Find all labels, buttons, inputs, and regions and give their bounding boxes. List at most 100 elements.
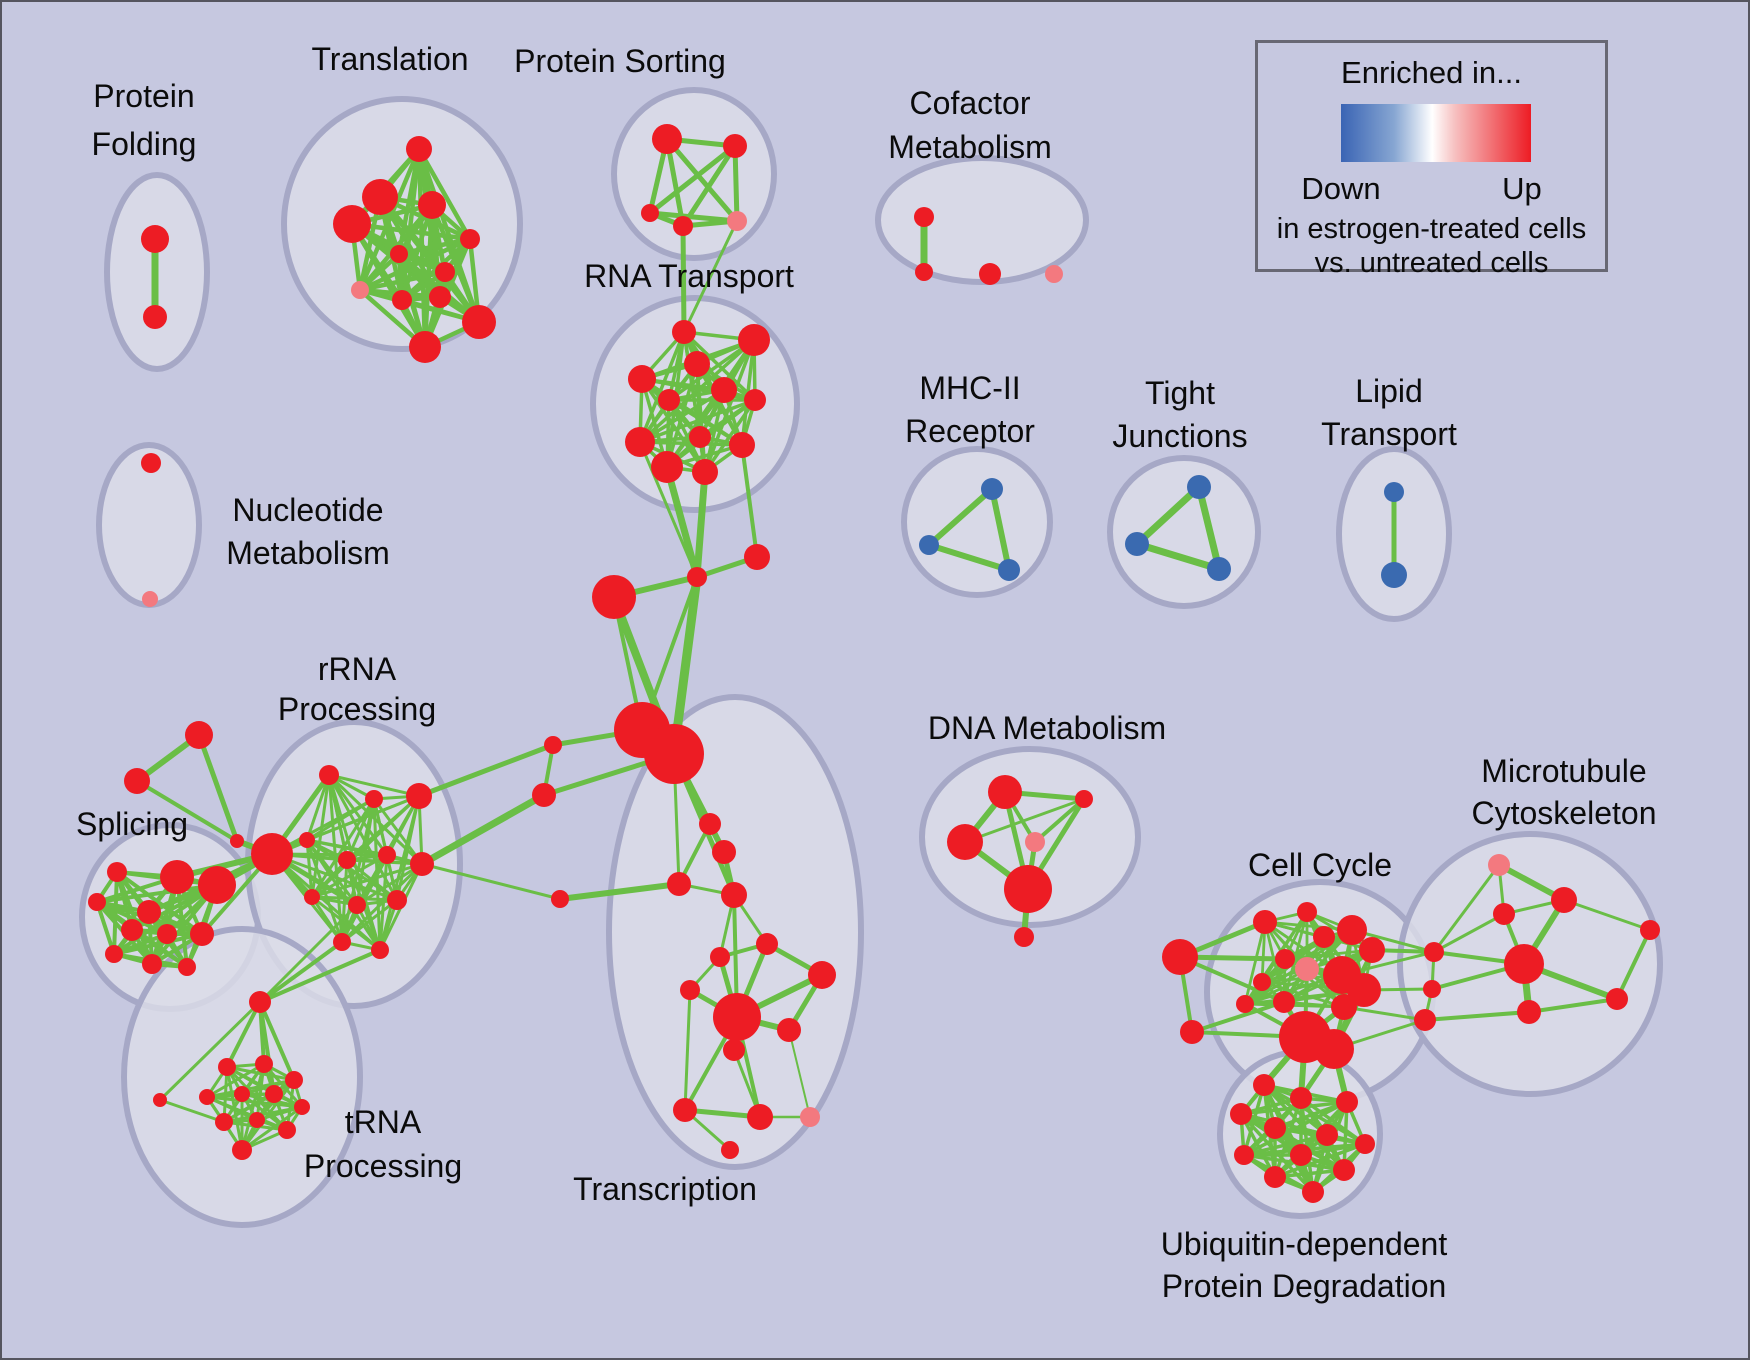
- gene-set-node-dna-metabolism: [988, 775, 1022, 809]
- gene-set-node-cell-cycle: [1297, 902, 1317, 922]
- gene-set-node-transcription: [721, 1141, 739, 1159]
- edge-trna-processing: [258, 1000, 296, 1082]
- edge-intercluster: [682, 219, 739, 334]
- edge-rna-transport: [667, 338, 756, 402]
- gene-set-node-ubiquitin-degradation: [1290, 1087, 1312, 1109]
- edge-cell-cycle: [1190, 1000, 1286, 1034]
- gene-set-node-ubiquitin-degradation: [1234, 1145, 1254, 1165]
- gene-set-node-protein-sorting: [641, 204, 659, 222]
- gene-set-node-microtubule-cytoskeleton: [1493, 903, 1515, 925]
- cluster-label-rrna-processing: rRNA: [318, 651, 397, 687]
- gene-set-node-transcription: [777, 1018, 801, 1042]
- legend-up-label: Up: [1502, 171, 1542, 206]
- edge-rrna-processing: [340, 858, 349, 944]
- gene-set-node-rrna-processing: [251, 833, 293, 875]
- gene-set-node-lipid-transport: [1381, 562, 1407, 588]
- edge-dna-metabolism: [963, 797, 1086, 844]
- gene-set-node-splicing: [88, 893, 106, 911]
- edge-ubiquitin-degradation: [1273, 1168, 1346, 1179]
- edge-splicing: [95, 900, 116, 956]
- gene-set-node-cofactor-metabolism: [915, 263, 933, 281]
- gene-set-node-cell-cycle: [1253, 973, 1271, 991]
- cluster-label-ubiquitin-degradation: Protein Degradation: [1162, 1268, 1447, 1304]
- gene-set-node-rna-transport: [738, 324, 770, 356]
- gene-set-node-trna-processing: [218, 1058, 236, 1076]
- gene-set-node-trna-processing: [249, 991, 271, 1013]
- gene-set-node-transcription: [699, 813, 721, 835]
- gene-set-node-splicing: [190, 922, 214, 946]
- gene-set-node-trna-processing: [278, 1121, 296, 1139]
- gene-set-node-cell-cycle: [1313, 926, 1335, 948]
- gene-set-node-ubiquitin-degradation: [1264, 1166, 1286, 1188]
- edge-rrna-processing: [310, 895, 382, 952]
- gene-set-node-rrna-processing: [378, 846, 396, 864]
- gene-set-node-cycle-microtubule-bridge: [1423, 980, 1441, 998]
- gene-set-node-splicing: [178, 958, 196, 976]
- cluster-label-cell-cycle: Cell Cycle: [1248, 847, 1392, 883]
- gene-set-node-transcription: [800, 1107, 820, 1127]
- edge-rna-transport: [640, 377, 707, 474]
- gene-set-node-rrna-processing: [348, 896, 366, 914]
- cluster-label-microtubule-cytoskeleton: Microtubule: [1481, 753, 1646, 789]
- gene-set-node-rna-transport: [689, 426, 711, 448]
- gene-set-node-translation: [460, 229, 480, 249]
- edge-protein-sorting: [732, 143, 740, 224]
- edge-rna-transport: [703, 398, 757, 474]
- gene-set-node-cofactor-metabolism: [979, 263, 1001, 285]
- gene-set-node-transcription: [756, 933, 778, 955]
- gene-set-node-transcription: [723, 1039, 745, 1061]
- edge-trna-processing: [158, 1098, 226, 1124]
- gene-set-node-dna-metabolism: [1025, 832, 1045, 852]
- edge-intercluster: [680, 223, 687, 335]
- gene-set-node-trna-processing: [234, 1086, 250, 1102]
- cluster-label-protein-folding: Folding: [92, 126, 197, 162]
- edge-intercluster: [258, 940, 344, 1004]
- gene-set-node-splicing: [121, 919, 143, 941]
- gene-set-node-rrna-processing: [299, 832, 315, 848]
- gene-set-node-rna-transport: [684, 351, 710, 377]
- cluster-ellipse-tight-junctions: [1107, 455, 1261, 609]
- gene-set-node-translation: [406, 136, 432, 162]
- cluster-label-splicing: Splicing: [76, 806, 188, 842]
- edge-ubiquitin-degradation: [1239, 1112, 1277, 1179]
- gene-set-node-trna-processing: [294, 1099, 310, 1115]
- edge-trna-processing: [205, 1062, 266, 1099]
- gene-set-node-cell-cycle: [1331, 994, 1357, 1020]
- gene-set-node-splicing-bridge-triangle: [185, 721, 213, 749]
- gene-set-node-mhc-ii-receptor: [981, 478, 1003, 500]
- cluster-label-lipid-transport: Transport: [1321, 416, 1457, 452]
- gene-set-node-transcription: [721, 882, 747, 908]
- gene-set-node-nucleotide-metabolism: [141, 453, 161, 473]
- gene-set-node-rrna-processing: [319, 765, 339, 785]
- edge-trna-processing: [222, 1092, 276, 1124]
- edge-rrna-processing: [305, 797, 376, 842]
- cluster-label-translation: Translation: [311, 41, 468, 77]
- cluster-label-mhc-ii-receptor: MHC-II: [919, 370, 1020, 406]
- gene-set-node-backbone: [687, 567, 707, 587]
- gene-set-node-tight-junctions: [1187, 475, 1211, 499]
- gene-set-node-splicing: [160, 860, 194, 894]
- gene-set-node-microtubule-cytoskeleton: [1504, 944, 1544, 984]
- gene-set-node-tight-junctions: [1125, 532, 1149, 556]
- gene-set-node-translation: [351, 281, 369, 299]
- edge-transcription: [557, 881, 682, 902]
- gene-set-node-transcription: [713, 993, 761, 1041]
- gene-set-node-cell-cycle: [1347, 973, 1381, 1007]
- legend-gradient-bar: [1341, 104, 1531, 162]
- edge-rrna-processing: [378, 794, 421, 952]
- gene-set-node-splicing: [198, 866, 236, 904]
- gene-set-node-translation: [362, 179, 398, 215]
- edge-microtubule-cytoskeleton: [1527, 997, 1619, 1014]
- edge-intercluster: [1423, 1010, 1531, 1022]
- gene-set-node-splicing: [105, 945, 123, 963]
- edge-trna-processing: [258, 1000, 276, 1096]
- gene-set-node-rrna-processing: [365, 790, 383, 808]
- edge-tight-junctions: [1133, 483, 1203, 548]
- cluster-label-microtubule-cytoskeleton: Cytoskeleton: [1472, 795, 1657, 831]
- edge-rrna-processing: [327, 773, 389, 857]
- edge-rna-transport: [638, 398, 757, 444]
- cluster-ellipse-mhc-ii-receptor: [901, 446, 1053, 598]
- edge-ubiquitin-degradation: [1242, 1133, 1329, 1157]
- gene-set-node-rrna-processing: [304, 889, 320, 905]
- cluster-label-cofactor-metabolism: Cofactor: [910, 85, 1031, 121]
